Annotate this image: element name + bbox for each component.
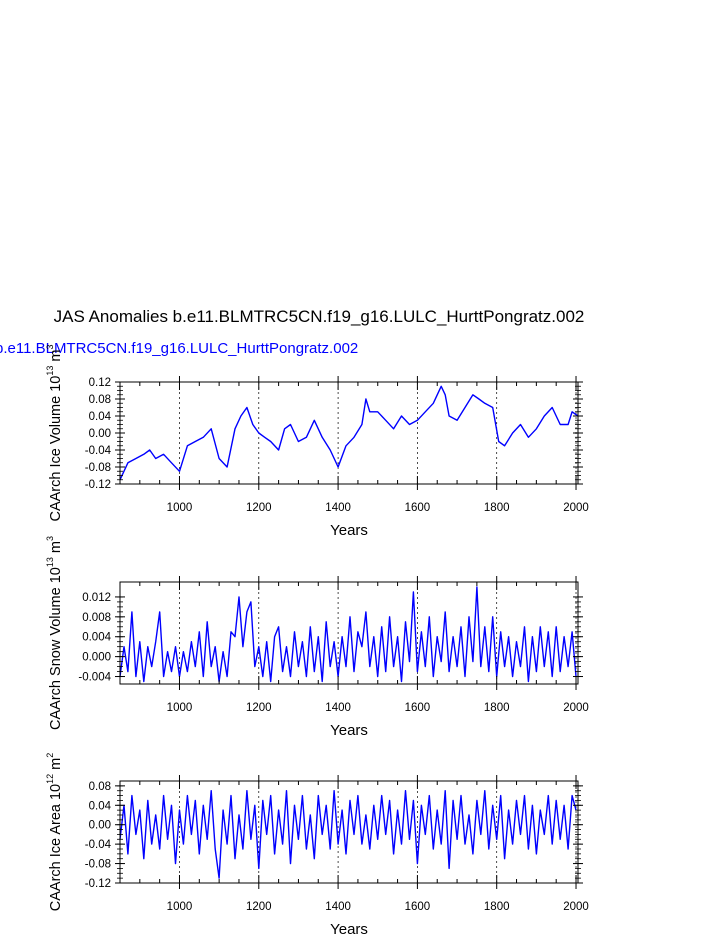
main-title: JAS Anomalies b.e11.BLMTRC5CN.f19_g16.LU… — [54, 307, 585, 326]
x-axis-label: Years — [330, 522, 368, 539]
y-axis-label-exponent: 13 — [45, 557, 55, 567]
y-tick-label: 0.004 — [82, 632, 111, 644]
y-tick-label: -0.04 — [85, 445, 112, 457]
y-tick-label: -0.12 — [85, 479, 111, 491]
x-tick-label: 1800 — [484, 702, 510, 714]
y-tick-label: -0.04 — [85, 839, 112, 851]
y-tick-label: 0.012 — [82, 592, 111, 604]
y-tick-label: 0.08 — [89, 781, 111, 793]
x-axis-label: Years — [330, 722, 368, 739]
x-tick-label: 1400 — [325, 502, 351, 514]
series-line — [119, 385, 579, 481]
x-tick-label: 1400 — [325, 702, 351, 714]
y-axis-label-unit-exponent: 3 — [45, 344, 55, 349]
x-tick-label: 1600 — [405, 502, 431, 514]
y-tick-label: 0.00 — [89, 428, 111, 440]
x-tick-label: 2000 — [563, 702, 589, 714]
y-tick-label: 0.00 — [89, 820, 111, 832]
x-tick-label: 2000 — [563, 502, 589, 514]
plot-frame — [119, 780, 579, 884]
y-axis-label-unit: m — [48, 758, 64, 774]
x-tick-label: 1800 — [484, 901, 510, 913]
y-tick-label: -0.08 — [85, 859, 111, 871]
legend-label: b.e11.BLMTRC5CN.f19_g16.LULC_HurttPongra… — [0, 340, 358, 357]
y-axis-label-unit-exponent: 2 — [45, 753, 55, 758]
ice-area-panel: 0.08 0.04 0.00 -0.04 -0.08 -0.12 1000 1200 1400 1… — [45, 753, 589, 935]
series-line — [119, 790, 577, 879]
y-axis-label: CAArch Snow Volume 1013 m3 — [45, 536, 64, 730]
plot-frame — [119, 581, 579, 685]
x-tick-label: 1000 — [167, 901, 193, 913]
x-tick-label: 1400 — [325, 901, 351, 913]
snow-volume-panel: 0.012 0.008 0.004 0.000 -0.004 1000 1200 1400 16… — [45, 536, 589, 739]
x-tick-label: 1200 — [246, 702, 272, 714]
x-tick-label: 1200 — [246, 502, 272, 514]
y-tick-label: 0.12 — [89, 377, 111, 389]
x-tick-label: 1800 — [484, 502, 510, 514]
x-tick-label: 1000 — [167, 502, 193, 514]
y-axis-label-text: CAArch Ice Area 10 — [48, 784, 64, 911]
y-tick-label: 0.000 — [82, 652, 111, 664]
x-tick-label: 1200 — [246, 901, 272, 913]
ice-volume-panel: 0.12 0.08 0.04 0.00 -0.04 -0.08 -0.12 1000 1200 1… — [45, 344, 589, 539]
y-axis-label-unit: m — [48, 541, 64, 557]
y-tick-label: 0.04 — [89, 411, 112, 423]
x-tick-label: 2000 — [563, 901, 589, 913]
series-line — [119, 586, 577, 683]
y-tick-label: 0.08 — [89, 394, 111, 406]
x-tick-label: 1000 — [167, 702, 193, 714]
y-axis-label-text: CAArch Ice Volume 10 — [48, 376, 64, 522]
x-axis-label: Years — [330, 921, 368, 935]
y-tick-label: -0.12 — [85, 878, 111, 890]
y-axis-label-text: CAArch Snow Volume 10 — [48, 567, 64, 730]
y-tick-label: -0.08 — [85, 462, 111, 474]
y-axis-label-exponent: 13 — [45, 366, 55, 376]
y-tick-label: -0.004 — [78, 672, 111, 684]
y-axis-label: CAArch Ice Area 1012 m2 — [45, 753, 64, 911]
x-tick-label: 1600 — [405, 901, 431, 913]
y-tick-label: 0.008 — [82, 612, 111, 624]
y-axis-label-unit-exponent: 3 — [45, 536, 55, 541]
y-axis-label-exponent: 12 — [45, 774, 55, 784]
plot-frame — [119, 381, 579, 485]
y-tick-label: 0.04 — [89, 800, 112, 812]
y-axis-label: CAArch Ice Volume 1013 m3 — [45, 344, 64, 521]
x-tick-label: 1600 — [405, 702, 431, 714]
y-axis-label-unit: m — [48, 350, 64, 366]
